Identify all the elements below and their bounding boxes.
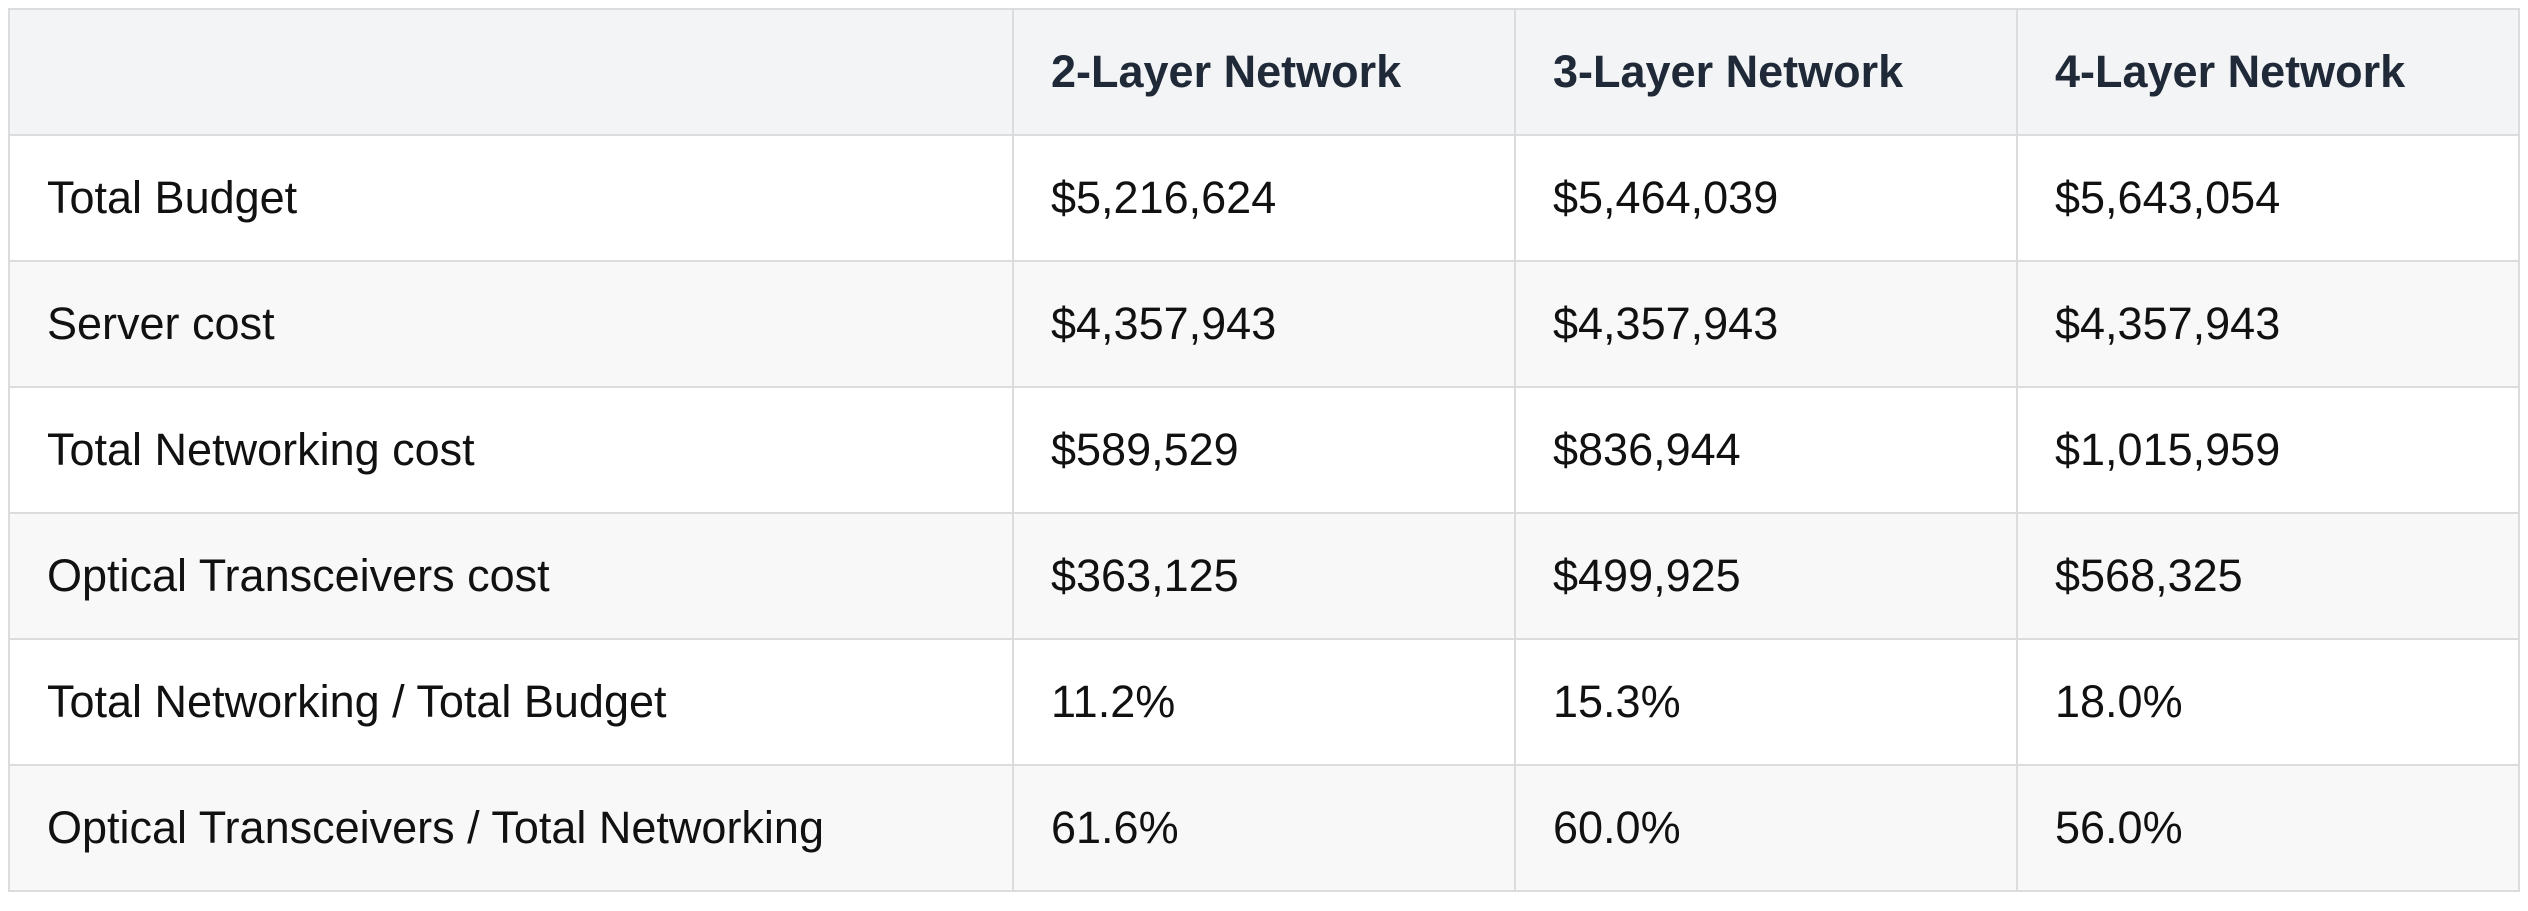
row-label: Total Networking cost bbox=[8, 386, 1014, 514]
table-row: Total Budget $5,216,624 $5,464,039 $5,643,0… bbox=[8, 134, 2520, 262]
table-cell: $5,216,624 bbox=[1012, 134, 1516, 262]
header-cell bbox=[8, 8, 1014, 136]
table-cell: 18.0% bbox=[2016, 638, 2520, 766]
table-header: 2-Layer Network 3-Layer Network 4-Layer Ne… bbox=[8, 8, 2520, 136]
table-cell: $4,357,943 bbox=[1012, 260, 1516, 388]
table-cell: $4,357,943 bbox=[1514, 260, 2018, 388]
header-cell: 3-Layer Network bbox=[1514, 8, 2018, 136]
table-row: Total Networking cost $589,529 $836,944 $1,… bbox=[8, 386, 2520, 514]
table-cell: 60.0% bbox=[1514, 764, 2018, 892]
table-row: Optical Transceivers cost $363,125 $499,92… bbox=[8, 512, 2520, 640]
row-label: Optical Transceivers / Total Networking bbox=[8, 764, 1014, 892]
header-cell: 4-Layer Network bbox=[2016, 8, 2520, 136]
row-label: Total Budget bbox=[8, 134, 1014, 262]
row-label: Total Networking / Total Budget bbox=[8, 638, 1014, 766]
row-label: Optical Transceivers cost bbox=[8, 512, 1014, 640]
table-row: Total Networking / Total Budget 11.2% 15.3… bbox=[8, 638, 2520, 766]
table-row: Server cost $4,357,943 $4,357,943 $4,357,94… bbox=[8, 260, 2520, 388]
table-cell: $499,925 bbox=[1514, 512, 2018, 640]
table-row: Optical Transceivers / Total Networking 6… bbox=[8, 764, 2520, 892]
table-cell: 15.3% bbox=[1514, 638, 2018, 766]
table-cell: $589,529 bbox=[1012, 386, 1516, 514]
table-cell: $363,125 bbox=[1012, 512, 1516, 640]
table-cell: 11.2% bbox=[1012, 638, 1516, 766]
table-cell: 61.6% bbox=[1012, 764, 1516, 892]
table-body: Total Budget $5,216,624 $5,464,039 $5,643,0… bbox=[8, 134, 2520, 892]
table-cell: $1,015,959 bbox=[2016, 386, 2520, 514]
table-cell: $5,643,054 bbox=[2016, 134, 2520, 262]
table-cell: $4,357,943 bbox=[2016, 260, 2520, 388]
table-cell: 56.0% bbox=[2016, 764, 2520, 892]
header-cell: 2-Layer Network bbox=[1012, 8, 1516, 136]
table-cell: $568,325 bbox=[2016, 512, 2520, 640]
row-label: Server cost bbox=[8, 260, 1014, 388]
header-row: 2-Layer Network 3-Layer Network 4-Layer Ne… bbox=[8, 8, 2520, 136]
table-cell: $836,944 bbox=[1514, 386, 2018, 514]
cost-table: 2-Layer Network 3-Layer Network 4-Layer Ne… bbox=[8, 8, 2520, 892]
table-cell: $5,464,039 bbox=[1514, 134, 2018, 262]
